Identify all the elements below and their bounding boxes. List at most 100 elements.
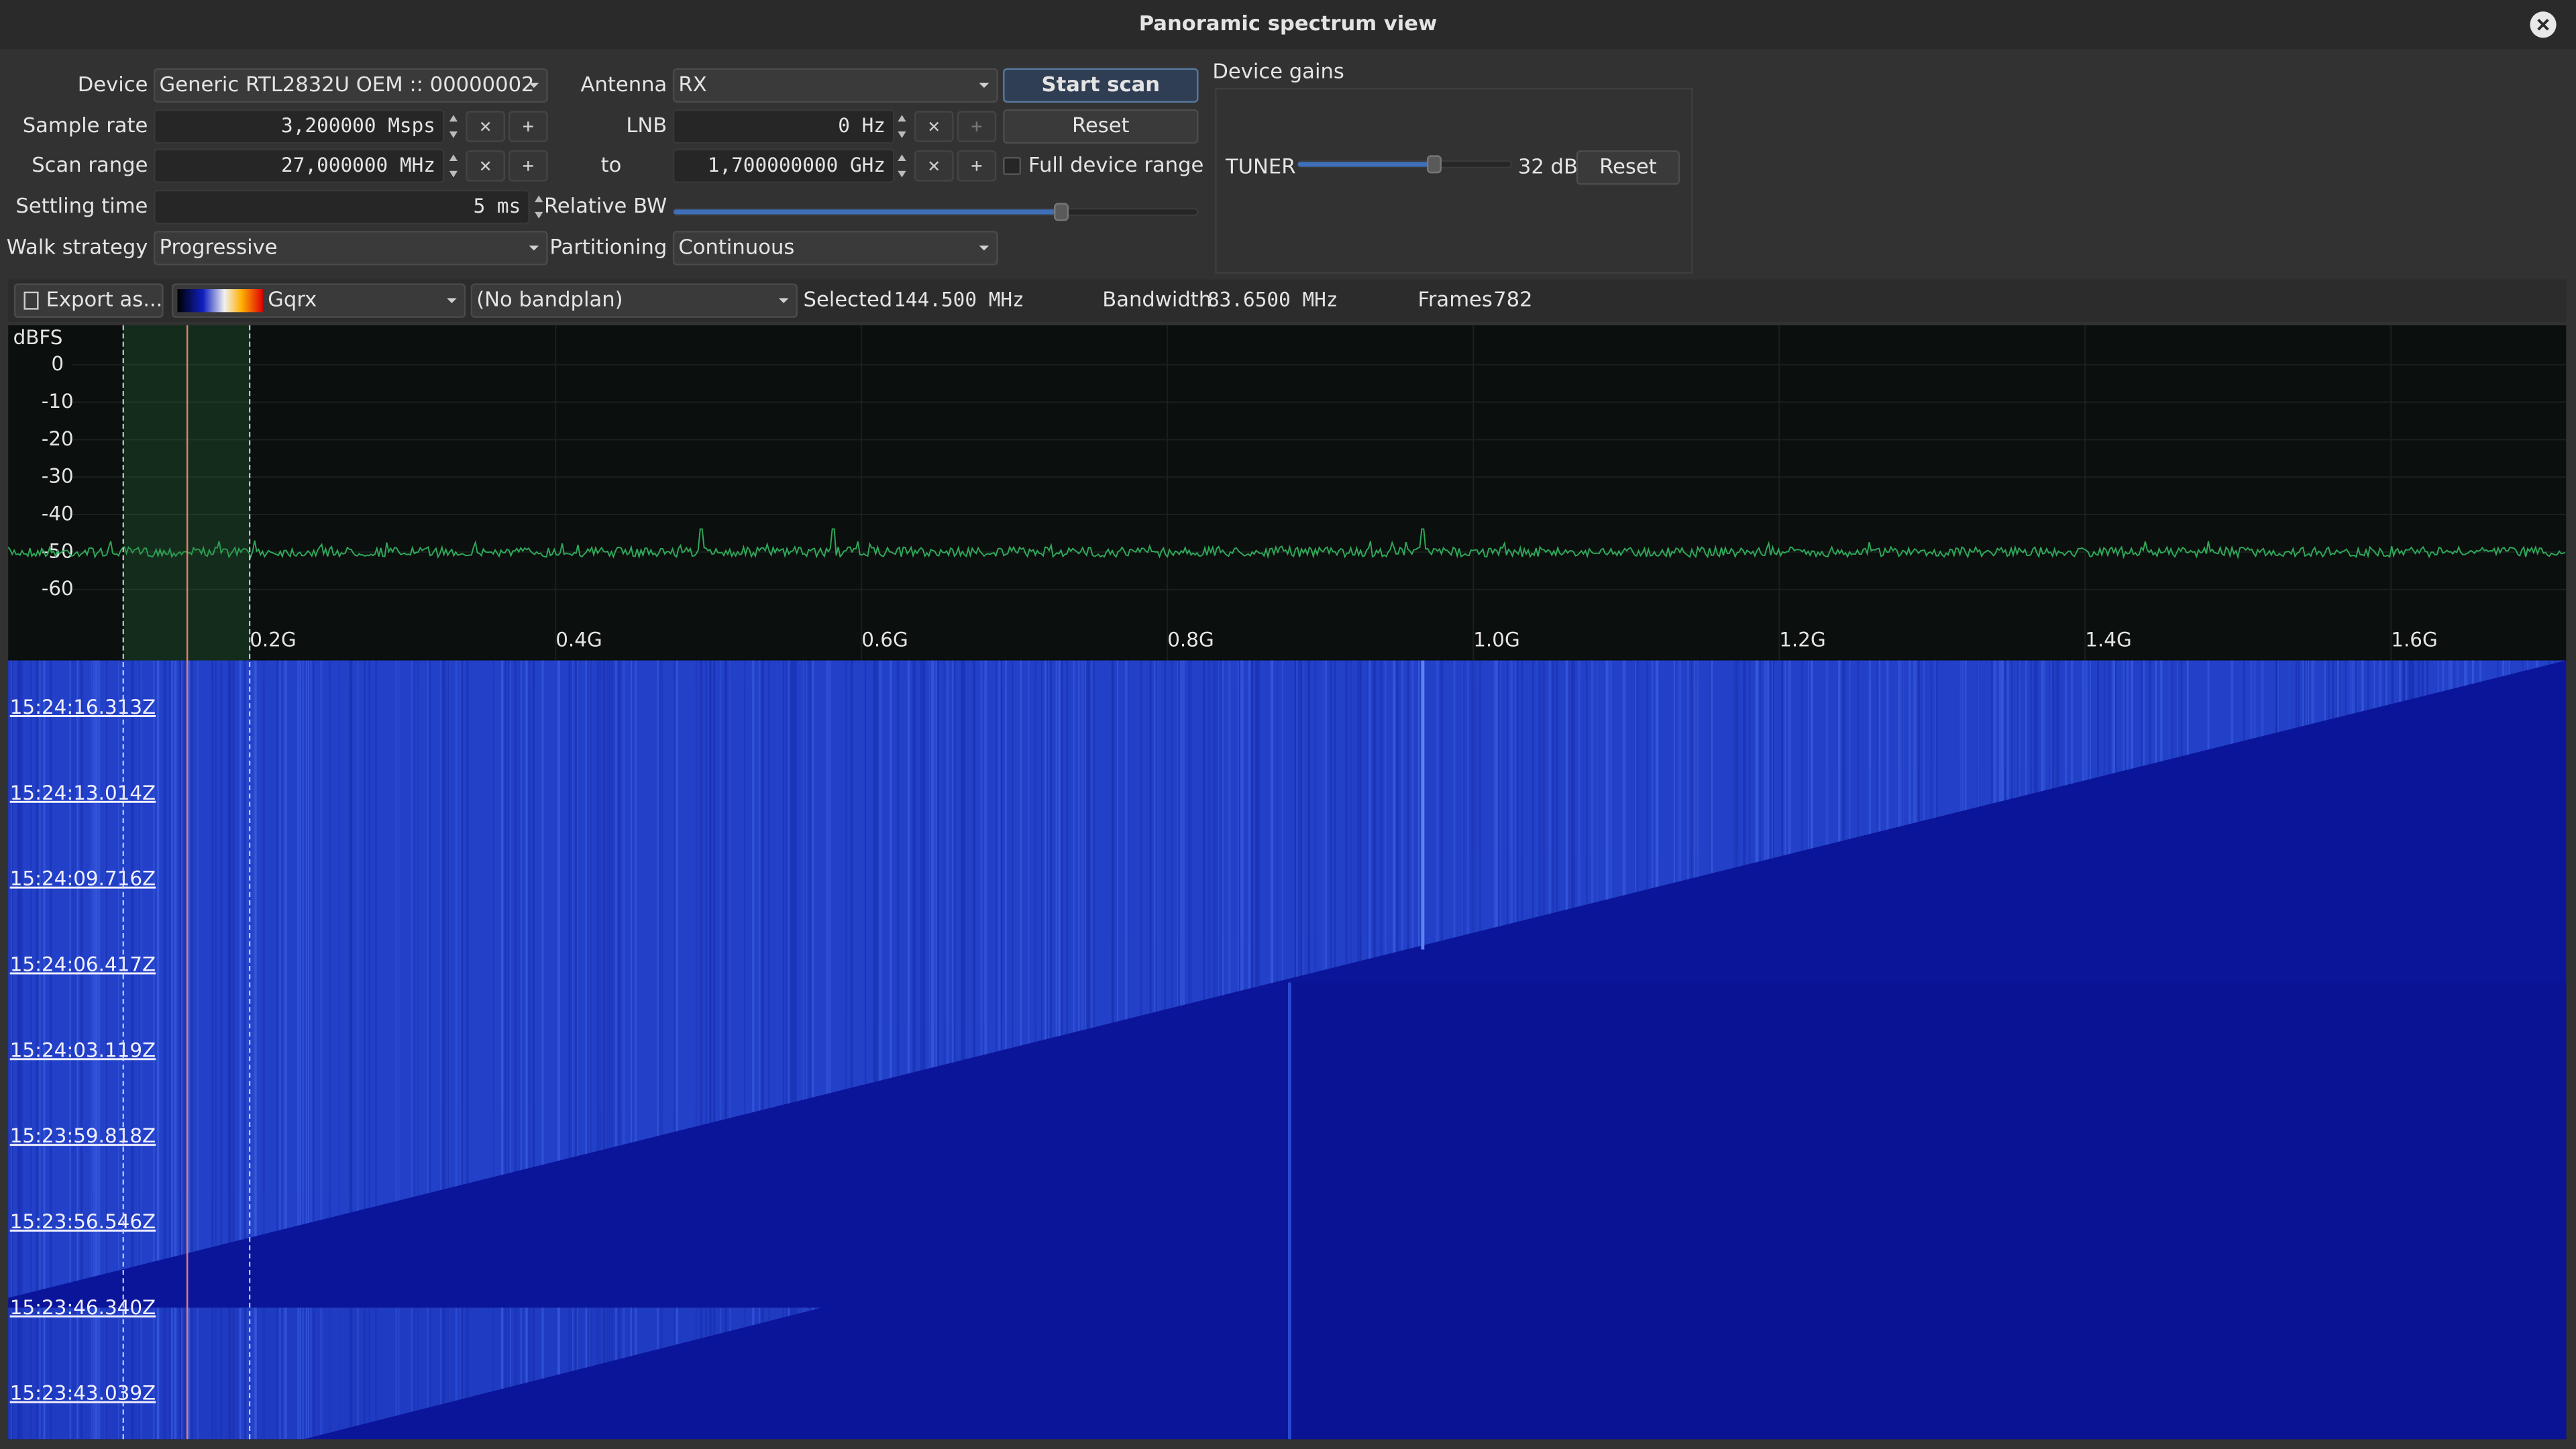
palette-swatch [177, 289, 263, 313]
slider-handle[interactable] [1426, 155, 1442, 174]
checkbox[interactable] [1003, 156, 1022, 175]
button[interactable] [1003, 109, 1199, 144]
combo-value: Gqrx [268, 288, 317, 312]
x-tick-label: 0.2G [250, 629, 296, 651]
close-button[interactable] [2530, 11, 2557, 38]
value: 782 [1493, 288, 1532, 312]
combo-box[interactable] [153, 231, 548, 266]
spin-arrows[interactable] [535, 195, 543, 219]
label: Settling time [15, 195, 148, 218]
label: Selected [804, 288, 893, 312]
export-icon [23, 291, 39, 310]
button[interactable] [13, 283, 164, 318]
gain-value: 32 dB [1518, 155, 1578, 178]
clear-icon [480, 161, 490, 171]
x-tick-label: 1.0G [1473, 629, 1519, 651]
plus-icon [971, 121, 982, 131]
input-field[interactable] [153, 109, 445, 144]
combo-value: Generic RTL2832U OEM :: 00000002 [160, 73, 535, 97]
value: 83.6500 MHz [1208, 288, 1338, 311]
timestamp: 15:23:43.039Z [10, 1382, 156, 1405]
combo-value: Progressive [160, 235, 278, 259]
plus-icon [523, 121, 533, 131]
plot-background [8, 325, 2567, 661]
x-tick-label: 1.2G [1779, 629, 1825, 651]
x-tick-label: 1.6G [2391, 629, 2437, 651]
y-axis-unit: dBFS [13, 326, 63, 349]
dropdown-arrow [778, 298, 789, 303]
slider-fill [674, 209, 1062, 215]
selection-overlay [122, 325, 251, 1440]
input-field[interactable] [153, 148, 445, 184]
input-field[interactable] [672, 109, 895, 144]
timestamp: 15:23:56.546Z [10, 1210, 156, 1233]
controls: Device Generic RTL2832U OEM :: 00000002 An… [7, 60, 2567, 322]
x-tick-label: 0.4G [555, 629, 602, 651]
field-value: 0 Hz [838, 114, 885, 137]
label: Antenna [581, 73, 667, 97]
dropdown-arrow [529, 83, 539, 89]
group-box [1215, 88, 1693, 274]
input-field[interactable] [153, 189, 530, 225]
group-title: Device gains [1212, 60, 1344, 83]
y-tick-label: -40 [42, 502, 74, 525]
dropdown-arrow [979, 246, 989, 251]
label: Partitioning [549, 235, 667, 259]
timestamp: 15:24:09.716Z [10, 867, 156, 890]
timestamp: 15:24:13.014Z [10, 782, 156, 804]
button-label: Export as... [46, 288, 163, 312]
combo-box[interactable] [470, 283, 798, 318]
y-tick-label: -20 [42, 427, 74, 450]
dropdown-arrow [447, 298, 457, 303]
dropdown-arrow [979, 83, 989, 89]
dropdown-arrow [529, 246, 539, 251]
clear-icon [480, 121, 490, 131]
field-value: 1,700000000 GHz [708, 154, 885, 176]
label: TUNER [1225, 155, 1296, 178]
clear-icon [929, 121, 939, 131]
label: Device [78, 73, 148, 97]
spin-arrows[interactable] [449, 154, 458, 178]
y-tick-label: -10 [42, 390, 74, 413]
x-tick-label: 0.6G [861, 629, 908, 651]
label: Bandwidth [1102, 288, 1212, 312]
combo-box[interactable] [672, 231, 998, 266]
label: Frames [1417, 288, 1492, 312]
timestamp: 15:24:03.119Z [10, 1038, 156, 1061]
spin-arrows[interactable] [898, 154, 906, 178]
button[interactable] [1003, 68, 1199, 103]
field-value: 5 ms [474, 195, 521, 217]
y-tick-label: -60 [42, 577, 74, 600]
x-tick-label: 1.4G [2085, 629, 2131, 651]
combo-value: Continuous [678, 235, 794, 259]
field-value: 27,000000 MHz [281, 154, 435, 176]
spin-arrows[interactable] [449, 115, 458, 138]
x-tick-label: 0.8G [1167, 629, 1214, 651]
combo-box[interactable] [672, 68, 998, 103]
window-title: Panoramic spectrum view [1139, 12, 1438, 36]
label: Full device range [1028, 154, 1203, 177]
value: 144.500 MHz [894, 288, 1024, 311]
title-bar [0, 0, 2576, 50]
button-label: Reset [1072, 114, 1130, 138]
label: Walk strategy [7, 235, 148, 259]
slider-handle[interactable] [1054, 203, 1069, 221]
combo-value: (No bandplan) [476, 288, 623, 312]
input-field[interactable] [672, 148, 895, 184]
y-tick-label: 0 [51, 352, 64, 375]
button-label: Reset [1599, 155, 1657, 178]
label: to [601, 154, 622, 177]
combo-box[interactable] [153, 68, 548, 103]
selection-band [123, 325, 250, 661]
timestamp: 15:24:06.417Z [10, 953, 156, 976]
timestamp: 15:24:16.313Z [10, 696, 156, 718]
label: LNB [626, 114, 667, 138]
spin-arrows[interactable] [898, 115, 906, 138]
plus-icon [971, 161, 982, 171]
y-tick-label: -30 [42, 465, 74, 488]
plus-icon [523, 161, 533, 171]
button[interactable] [1576, 150, 1680, 185]
waterfall-recent [8, 660, 2567, 1298]
